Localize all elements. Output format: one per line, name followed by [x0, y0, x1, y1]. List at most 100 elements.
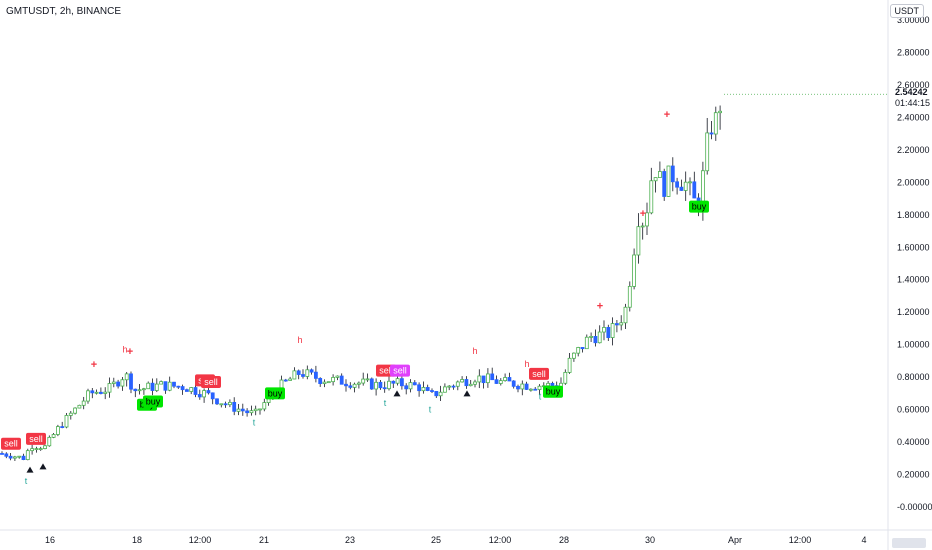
candle-body — [399, 378, 404, 387]
candle-body — [709, 132, 714, 135]
candle-body — [382, 387, 387, 390]
candle-body — [167, 381, 172, 391]
candle-body — [206, 390, 211, 394]
candle-body — [17, 455, 22, 458]
t-marker: t — [25, 476, 28, 486]
candle-body — [692, 181, 697, 199]
candle-body — [86, 390, 90, 402]
candle-body — [249, 410, 254, 414]
price-tick-label: 2.80000 — [897, 47, 930, 57]
up-triangle-marker — [26, 466, 34, 473]
candle-body — [404, 385, 409, 390]
candle-body — [120, 379, 125, 387]
candle-body — [184, 389, 189, 392]
candle-body — [240, 408, 245, 412]
candle-body — [718, 110, 722, 114]
currency-button[interactable]: USDT — [889, 4, 924, 18]
time-tick-label: 30 — [645, 535, 655, 545]
price-axis[interactable]: 3.00000 2.80000 2.60000 2.40000 2.20000 2.000… — [887, 0, 932, 550]
candle-body — [584, 336, 589, 350]
candle-body — [77, 404, 82, 409]
candle-body — [159, 381, 164, 385]
candle-body — [666, 165, 671, 197]
candle-body — [636, 226, 641, 256]
candle-body — [331, 377, 336, 383]
sell-tag-label: sell — [29, 434, 43, 444]
candle-body — [38, 448, 43, 450]
sell-tag — [26, 432, 46, 445]
candle-body — [137, 389, 142, 392]
candle-body — [215, 398, 219, 405]
candle-body — [68, 412, 73, 416]
candle-body — [477, 375, 482, 383]
candle-body — [412, 382, 417, 386]
time-tick-label: 28 — [559, 535, 569, 545]
candle-body — [322, 381, 327, 384]
sell-tag-label: sell — [4, 439, 18, 449]
candle-body — [232, 401, 237, 412]
candle-body — [563, 371, 568, 384]
candle-body — [550, 382, 555, 387]
t-marker: t — [539, 392, 542, 402]
candle-body — [395, 378, 400, 384]
candle-body — [670, 165, 675, 183]
candle-body — [90, 390, 95, 394]
time-tick-label: 12:00 — [789, 535, 812, 545]
candle-body — [610, 323, 615, 338]
candle-body — [529, 388, 533, 391]
candlestick-series — [0, 93, 888, 461]
candle-body — [56, 426, 60, 435]
candle-body — [602, 327, 606, 333]
candle-body — [623, 306, 628, 324]
price-tick-label: 1.20000 — [897, 307, 930, 317]
chart-settings-button[interactable] — [892, 538, 926, 548]
candle-body — [107, 383, 112, 393]
candle-body — [4, 453, 9, 457]
candle-body — [662, 171, 667, 197]
candle-body — [223, 403, 228, 406]
buy-tag-label: buy — [268, 388, 283, 398]
candle-body — [172, 381, 176, 387]
candle-body — [653, 177, 658, 182]
candle-body — [438, 391, 443, 397]
price-tick-label: 2.00000 — [897, 177, 930, 187]
candle-body — [576, 347, 581, 354]
candle-body — [421, 387, 426, 392]
last-price-label: 2.54242 — [895, 87, 928, 98]
candle-body — [352, 383, 357, 388]
price-tick-label: 2.40000 — [897, 112, 930, 122]
candle-body — [219, 403, 224, 406]
candle-body — [597, 331, 602, 344]
candle-body — [498, 380, 503, 384]
t-marker: t — [253, 418, 256, 428]
candle-body — [258, 408, 262, 411]
buy-tag — [143, 395, 163, 408]
candle-body — [189, 387, 194, 392]
candle-body — [180, 386, 185, 391]
candle-body — [262, 402, 267, 410]
candle-body — [589, 336, 593, 338]
candle-body — [425, 387, 430, 391]
candle-body — [507, 377, 512, 382]
candle-body — [313, 371, 318, 379]
candle-body — [339, 375, 344, 385]
candle-body — [442, 386, 447, 393]
candle-body — [490, 373, 495, 381]
candle-body — [447, 385, 452, 388]
candle-body — [8, 455, 13, 459]
time-tick-label: 12:00 — [189, 535, 212, 545]
candle-body — [21, 455, 26, 461]
candle-body — [193, 387, 198, 395]
sell-tag-label: sell — [393, 366, 407, 376]
candle-body — [546, 382, 550, 387]
candle-body — [150, 382, 155, 391]
candle-body — [658, 171, 662, 178]
sell-tag-label: sell — [532, 369, 546, 379]
buy-tag — [265, 387, 285, 400]
candle-body — [236, 408, 241, 412]
candle-body — [163, 381, 168, 391]
candle-body — [503, 377, 508, 382]
candle-body — [124, 373, 129, 381]
time-axis[interactable]: 16 18 12:00 21 23 25 12:00 28 30 Apr 12:00 4 — [0, 529, 932, 545]
